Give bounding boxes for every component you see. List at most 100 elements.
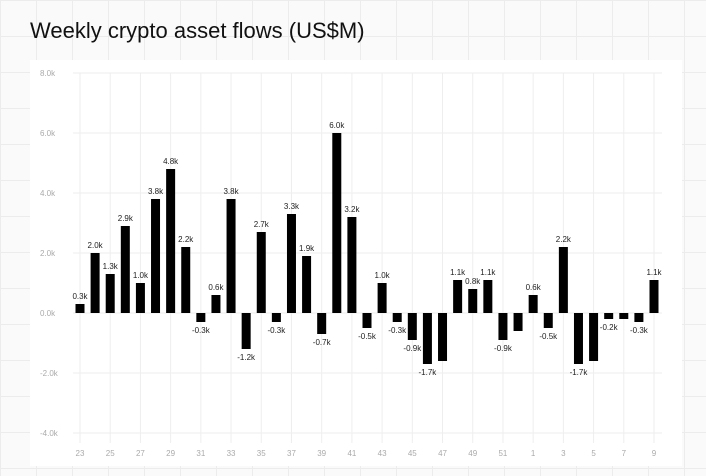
bar — [271, 313, 281, 322]
x-tick-label: 33 — [227, 449, 236, 458]
bar — [75, 304, 85, 313]
data-label: 3.8k — [223, 187, 239, 196]
data-label: 0.3k — [72, 292, 88, 301]
bar — [135, 283, 145, 313]
x-tick-label: 35 — [257, 449, 266, 458]
x-tick-label: 3 — [561, 449, 566, 458]
x-tick-label: 7 — [622, 449, 627, 458]
y-tick-label: 8.0k — [40, 69, 56, 78]
data-label: 3.2k — [344, 205, 360, 214]
bar — [151, 199, 161, 313]
data-label: 2.7k — [254, 220, 270, 229]
bar — [226, 199, 236, 313]
x-tick-label: 23 — [76, 449, 85, 458]
y-tick-label: 2.0k — [40, 249, 56, 258]
x-tick-label: 27 — [136, 449, 145, 458]
x-tick-label: 39 — [317, 449, 326, 458]
data-label: -0.9k — [403, 344, 422, 353]
x-tick-label: 1 — [531, 449, 536, 458]
bar — [634, 313, 644, 322]
data-label: 4.8k — [163, 157, 179, 166]
bar — [377, 283, 387, 313]
bar — [543, 313, 553, 328]
data-label: 1.1k — [450, 268, 466, 277]
data-label: -0.7k — [313, 338, 332, 347]
bar — [528, 295, 538, 313]
data-label: -0.5k — [358, 332, 377, 341]
bar — [90, 253, 100, 313]
y-tick-label: 6.0k — [40, 129, 56, 138]
data-label: -0.3k — [630, 326, 649, 335]
bar — [604, 313, 614, 319]
bar — [347, 217, 357, 313]
x-tick-label: 5 — [591, 449, 596, 458]
bar — [649, 280, 659, 313]
data-label: 6.0k — [329, 121, 345, 130]
bar — [256, 232, 266, 313]
data-label: -0.3k — [192, 326, 211, 335]
data-label: 0.6k — [526, 283, 542, 292]
x-tick-label: 43 — [378, 449, 387, 458]
x-tick-label: 25 — [106, 449, 115, 458]
y-tick-label: -2.0k — [40, 369, 59, 378]
x-tick-label: 47 — [438, 449, 447, 458]
data-label: 1.1k — [646, 268, 662, 277]
bar — [105, 274, 115, 313]
data-label: -1.7k — [419, 368, 438, 377]
data-label: -1.2k — [237, 353, 256, 362]
data-label: -0.3k — [388, 326, 407, 335]
x-tick-label: 41 — [347, 449, 356, 458]
data-label: -0.5k — [539, 332, 558, 341]
data-label: 0.6k — [208, 283, 224, 292]
bar — [120, 226, 130, 313]
x-tick-label: 37 — [287, 449, 296, 458]
bar — [302, 256, 312, 313]
bar — [196, 313, 206, 322]
data-label: 1.0k — [133, 271, 149, 280]
x-tick-label: 29 — [166, 449, 175, 458]
bar — [438, 313, 448, 361]
y-tick-label: 0.0k — [40, 309, 56, 318]
x-tick-label: 9 — [652, 449, 657, 458]
bar — [181, 247, 191, 313]
bar — [317, 313, 327, 334]
data-label: 3.3k — [284, 202, 300, 211]
x-tick-label: 31 — [196, 449, 205, 458]
bar — [422, 313, 432, 364]
bar — [166, 169, 176, 313]
data-label: -0.3k — [267, 326, 286, 335]
data-label: -0.9k — [494, 344, 513, 353]
x-tick-label: 45 — [408, 449, 417, 458]
bar — [286, 214, 296, 313]
y-tick-label: 4.0k — [40, 189, 56, 198]
data-label: 1.9k — [299, 244, 315, 253]
data-label: 0.8k — [465, 277, 481, 286]
bar — [589, 313, 599, 361]
bar — [619, 313, 629, 319]
bar — [392, 313, 402, 322]
bar — [332, 133, 342, 313]
bar — [211, 295, 221, 313]
data-label: 1.1k — [480, 268, 496, 277]
data-label: 1.0k — [375, 271, 391, 280]
bar — [513, 313, 523, 331]
bar — [362, 313, 372, 328]
bar — [468, 289, 478, 313]
bar — [483, 280, 493, 313]
bar — [573, 313, 583, 364]
x-tick-label: 49 — [468, 449, 477, 458]
data-label: 2.9k — [118, 214, 134, 223]
data-label: 2.0k — [88, 241, 104, 250]
data-label: -0.2k — [600, 323, 619, 332]
x-tick-label: 51 — [498, 449, 507, 458]
data-label: 2.2k — [556, 235, 572, 244]
bar — [498, 313, 508, 340]
data-label: 3.8k — [148, 187, 164, 196]
bar — [407, 313, 417, 340]
bar — [453, 280, 463, 313]
bar — [241, 313, 251, 349]
data-label: -1.7k — [570, 368, 589, 377]
y-tick-label: -4.0k — [40, 429, 59, 438]
data-label: 2.2k — [178, 235, 194, 244]
